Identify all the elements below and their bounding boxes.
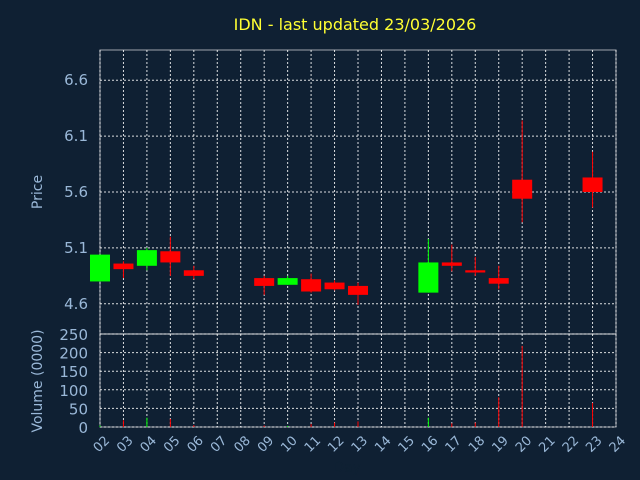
x-tick-label: 22 (560, 433, 582, 455)
tick-labels: 02 03 04 05 06 07 08 09 10 11 12 13 14 15 16 17 18 19 20 21… (59, 71, 629, 456)
x-tick-label: 04 (138, 433, 160, 455)
x-tick-label: 17 (443, 433, 465, 455)
price-tick-label: 6.6 (64, 71, 88, 89)
price-tick-label: 4.6 (64, 295, 88, 313)
x-tick-label: 08 (231, 433, 253, 455)
x-tick-label: 16 (419, 433, 441, 455)
x-tick-label: 09 (255, 433, 277, 455)
candle-body (183, 270, 204, 276)
price-candles (90, 120, 603, 305)
volume-bars (99, 345, 594, 427)
x-tick-label: 10 (278, 433, 300, 455)
x-tick-label: 23 (583, 433, 605, 455)
price-tick-label: 6.1 (64, 127, 88, 145)
candle-body (324, 282, 345, 290)
candle-body (113, 263, 134, 270)
candle-body (441, 262, 462, 266)
price-axis-label: Price (30, 175, 46, 209)
chart-title: IDN - last updated 23/03/2026 (234, 15, 477, 34)
x-tick-label: 14 (372, 433, 394, 455)
x-tick-label: 18 (466, 433, 488, 455)
x-tick-label: 24 (607, 433, 629, 455)
x-tick-label: 12 (325, 433, 347, 455)
x-tick-label: 19 (489, 433, 511, 455)
x-tick-label: 05 (161, 433, 183, 455)
candle-body (465, 270, 486, 273)
volume-tick-label: 100 (59, 382, 88, 400)
price-tick-label: 5.6 (64, 183, 88, 201)
volume-tick-label: 0 (78, 419, 88, 437)
x-tick-label: 06 (185, 433, 207, 455)
x-tick-label: 07 (208, 433, 230, 455)
candle-body (90, 254, 110, 282)
candle-body (488, 278, 509, 284)
grid-layer (99, 49, 617, 428)
x-tick-label: 13 (349, 433, 371, 455)
volume-tick-label: 50 (69, 400, 88, 418)
candle-body (136, 250, 157, 266)
candle-body (254, 278, 275, 286)
candle-body (160, 251, 181, 263)
x-tick-label: 11 (302, 433, 324, 455)
x-tick-label: 02 (91, 433, 113, 455)
x-axis-label: Day (333, 460, 361, 476)
price-tick-label: 5.1 (64, 239, 88, 257)
volume-axis-label: Volume (0000) (30, 329, 46, 432)
candle-body (582, 177, 603, 192)
x-tick-label: 03 (114, 433, 136, 455)
candle-body (277, 278, 298, 285)
volume-tick-label: 150 (59, 363, 88, 381)
volume-tick-label: 250 (59, 326, 88, 344)
candle-body (301, 279, 322, 292)
candle-body (418, 262, 439, 293)
candle-body (512, 179, 533, 199)
x-tick-label: 21 (536, 433, 558, 455)
candle-body (348, 285, 368, 295)
x-tick-label: 20 (513, 433, 535, 455)
volume-tick-label: 200 (59, 345, 88, 363)
x-tick-label: 15 (396, 433, 418, 455)
